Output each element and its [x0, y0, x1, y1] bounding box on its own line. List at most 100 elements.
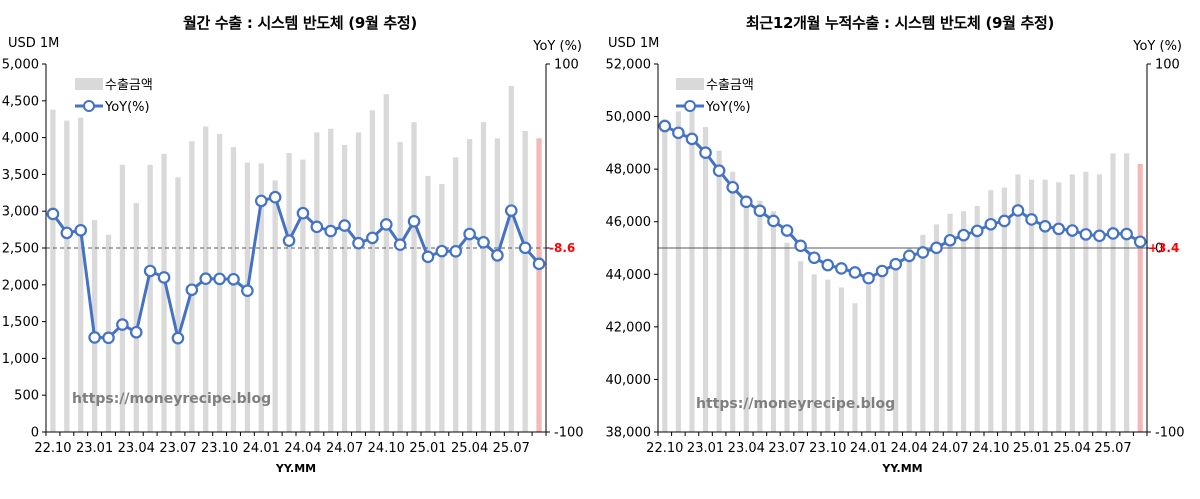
left-axis-tick-label: 1,500: [2, 315, 39, 330]
bar: [689, 108, 695, 432]
bar: [675, 111, 681, 433]
yoy-marker: [60, 226, 74, 240]
x-axis-tick-label: 23.04: [118, 441, 155, 456]
yoy-marker: [254, 194, 268, 208]
yoy-marker: [296, 206, 310, 220]
x-axis-tick-label: 25.04: [451, 441, 488, 456]
yoy-marker: [658, 119, 672, 133]
yoy-marker: [199, 272, 213, 286]
x-axis-tick-label: 25.04: [1054, 441, 1091, 456]
bar: [244, 162, 251, 432]
legend-swatch-marker: [684, 100, 696, 112]
bar: [743, 195, 749, 432]
yoy-marker: [1011, 204, 1025, 217]
bar: [906, 248, 912, 432]
yoy-marker: [171, 331, 185, 345]
bar: [798, 261, 804, 432]
bar: [314, 132, 320, 432]
bar: [852, 303, 858, 432]
right-axis-title: YoY (%): [1132, 39, 1182, 54]
bar: [480, 122, 487, 433]
yoy-marker: [463, 227, 476, 241]
yoy-marker: [504, 204, 518, 217]
bar: [355, 132, 362, 432]
left-axis-tick-label: 44,000: [606, 268, 652, 283]
yoy-marker: [984, 217, 998, 231]
left-axis-tick-label: 1,000: [2, 352, 39, 367]
bar: [893, 258, 899, 432]
left-axis-tick-label: 5,000: [2, 58, 39, 73]
bar: [300, 159, 306, 432]
yoy-marker: [672, 126, 685, 140]
yoy-marker: [338, 219, 351, 232]
bar: [1069, 174, 1075, 432]
bar: [811, 274, 817, 432]
yoy-marker: [753, 204, 767, 218]
yoy-marker: [1133, 235, 1147, 249]
left-axis-tick-label: 52,000: [606, 58, 652, 73]
right-axis-tick-label: 100: [1155, 58, 1180, 73]
bar: [825, 279, 831, 432]
bar: [988, 190, 994, 432]
yoy-marker: [241, 284, 254, 297]
yoy-marker: [491, 249, 504, 262]
left-axis-title: USD 1M: [8, 36, 59, 51]
x-axis-tick-label: 24.04: [891, 441, 928, 456]
bar: [425, 175, 431, 432]
left-axis-tick-label: 50,000: [606, 110, 652, 125]
left-axis-title: USD 1M: [608, 36, 659, 51]
yoy-marker: [957, 228, 970, 242]
left-axis-tick-label: 2,500: [2, 242, 39, 257]
bar: [1137, 163, 1143, 432]
bar: [50, 109, 56, 432]
bar: [838, 287, 844, 432]
yoy-marker: [807, 251, 821, 265]
yoy-marker: [862, 271, 875, 285]
x-axis-tick-label: 24.01: [850, 441, 887, 456]
yoy-marker: [848, 266, 862, 279]
yoy-marker: [324, 224, 338, 238]
bar: [879, 274, 885, 432]
yoy-marker: [366, 231, 379, 245]
bar: [784, 242, 790, 432]
yoy-marker: [930, 241, 943, 255]
bar: [920, 234, 926, 432]
bar: [161, 153, 167, 433]
yoy-marker: [1065, 224, 1079, 237]
bar: [974, 205, 980, 432]
yoy-marker: [699, 146, 712, 159]
yoy-marker: [821, 258, 835, 272]
x-axis-tick-label: 25.01: [409, 441, 446, 456]
yoy-marker: [835, 262, 848, 275]
bar: [508, 86, 514, 432]
left-axis-tick-label: 0: [31, 426, 39, 441]
yoy-marker: [102, 331, 115, 345]
x-axis-tick-label: 24.07: [931, 441, 968, 456]
watermark-text: https://moneyrecipe.blog: [696, 396, 895, 412]
yoy-marker: [726, 180, 740, 194]
yoy-marker: [875, 264, 889, 278]
x-axis-tick-label: 25.01: [1013, 441, 1050, 456]
yoy-marker: [435, 244, 449, 258]
legend-label-bar: 수출금액: [105, 78, 153, 93]
yoy-marker: [1106, 227, 1120, 240]
right-axis-tick-label: 100: [554, 58, 579, 73]
bar: [494, 138, 501, 432]
x-axis-title: YY.MM: [275, 462, 316, 475]
bar: [961, 211, 967, 432]
bar: [175, 177, 181, 432]
x-axis-tick-label: 23.10: [809, 441, 846, 456]
yoy-marker: [310, 220, 324, 234]
x-axis-tick-label: 24.07: [326, 441, 363, 456]
yoy-marker: [407, 215, 421, 228]
x-axis-tick-label: 22.10: [34, 441, 71, 456]
bar: [730, 171, 736, 432]
chart-title: 최근12개월 누적수출 : 시스템 반도체 (9월 추정): [745, 14, 1055, 32]
yoy-marker: [449, 245, 463, 258]
bar: [865, 284, 872, 432]
yoy-marker: [477, 235, 490, 249]
yoy-marker: [889, 257, 903, 271]
yoy-marker: [129, 325, 143, 339]
x-axis-tick-label: 23.01: [687, 441, 724, 456]
bar: [702, 127, 709, 432]
